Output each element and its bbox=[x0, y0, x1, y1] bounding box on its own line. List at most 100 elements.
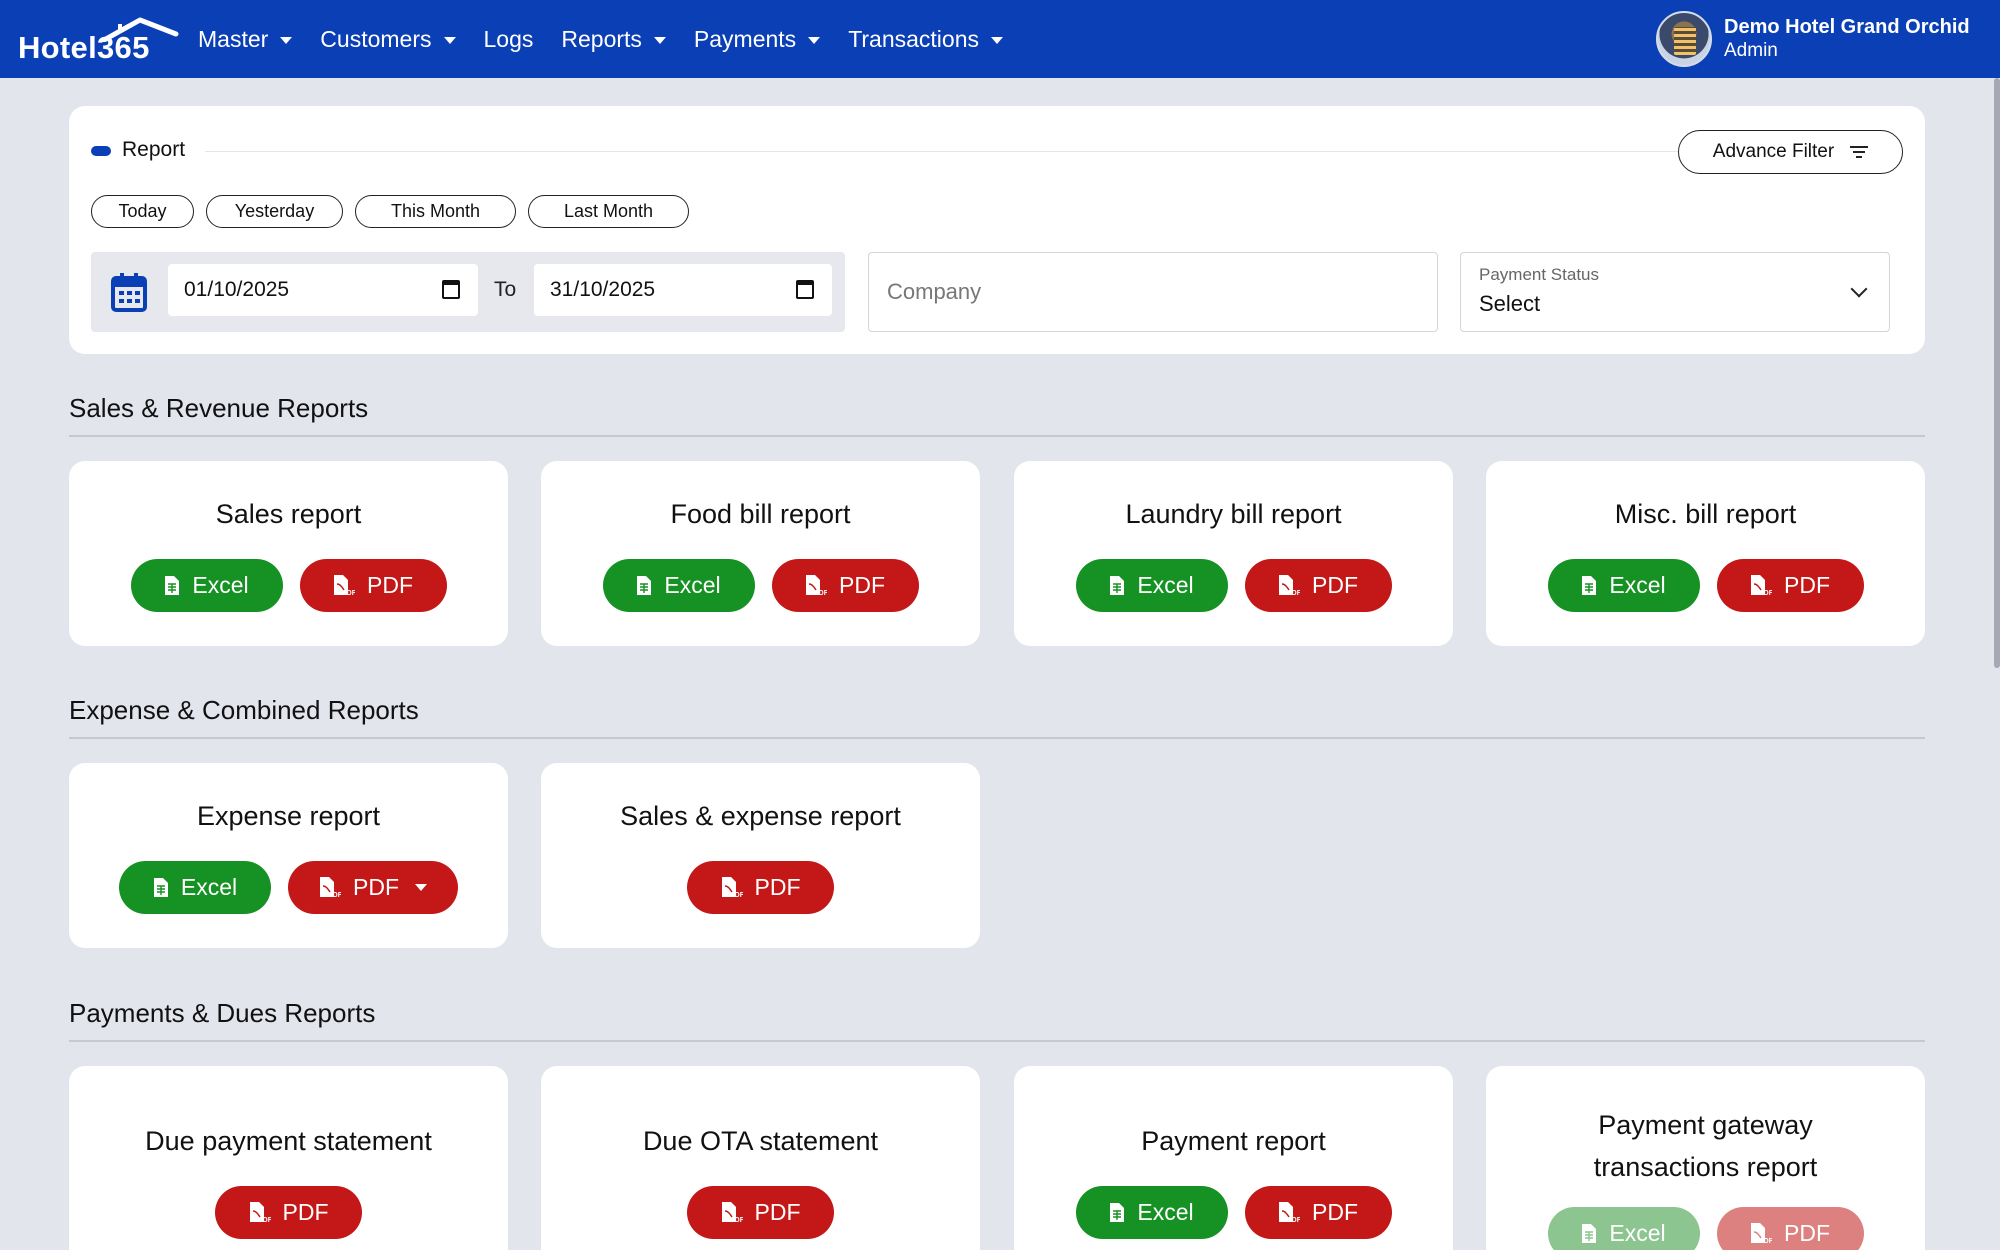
excel-label: Excel bbox=[1137, 572, 1194, 598]
chip-yesterday[interactable]: Yesterday bbox=[206, 195, 343, 228]
excel-label: Excel bbox=[1137, 1199, 1194, 1225]
user-menu[interactable]: Demo Hotel Grand Orchid Admin bbox=[1656, 10, 1970, 68]
quick-range-chips: Today Yesterday This Month Last Month bbox=[91, 195, 701, 228]
report-card-sales-expense: Sales & expense report PDF PDF bbox=[541, 763, 980, 948]
excel-label: Excel bbox=[180, 874, 238, 900]
company-input[interactable]: Company bbox=[868, 252, 1438, 332]
pdf-label: PDF bbox=[1784, 1220, 1830, 1246]
svg-text:PDF: PDF bbox=[1287, 590, 1300, 597]
pdf-label: PDF bbox=[754, 1199, 801, 1225]
pdf-file-icon: PDF bbox=[1279, 1202, 1300, 1224]
excel-file-icon bbox=[1110, 576, 1125, 595]
svg-text:PDF: PDF bbox=[1759, 590, 1772, 597]
excel-download-button[interactable]: Excel bbox=[1075, 1186, 1228, 1239]
excel-download-button[interactable]: Excel bbox=[1547, 559, 1700, 612]
nav-item-reports[interactable]: Reports bbox=[561, 26, 666, 53]
house-roof-icon bbox=[101, 17, 179, 42]
report-filter-card: Report Advance Filter Today Yesterday Th… bbox=[69, 106, 1925, 354]
caret-down-icon bbox=[443, 36, 456, 44]
section-title-expense-combined: Expense & Combined Reports bbox=[69, 695, 419, 725]
nav-item-logs[interactable]: Logs bbox=[484, 26, 534, 53]
chip-last-month[interactable]: Last Month bbox=[528, 195, 689, 228]
report-card-misc-bill: Misc. bill report Excel PDF PDF bbox=[1486, 461, 1925, 646]
pdf-download-button[interactable]: PDF PDF bbox=[1716, 1207, 1864, 1250]
nav-item-transactions[interactable]: Transactions bbox=[848, 26, 1003, 53]
pdf-file-icon: PDF bbox=[1751, 575, 1772, 597]
report-card-laundry-bill: Laundry bill report Excel PDF PDF bbox=[1014, 461, 1453, 646]
pdf-file-icon: PDF bbox=[249, 1202, 271, 1224]
svg-text:PDF: PDF bbox=[730, 1217, 743, 1224]
chip-today[interactable]: Today bbox=[91, 195, 194, 228]
pdf-file-icon: PDF bbox=[721, 877, 743, 899]
excel-download-button[interactable]: Excel bbox=[130, 559, 283, 612]
excel-download-button[interactable]: Excel bbox=[1075, 559, 1228, 612]
card-title: Due payment statement bbox=[145, 1126, 432, 1156]
divider bbox=[205, 151, 1695, 152]
main-menu: Master Customers Logs Reports Payments T… bbox=[198, 0, 1031, 78]
nav-item-customers[interactable]: Customers bbox=[320, 25, 456, 53]
section-marker-icon bbox=[91, 146, 111, 156]
pdf-file-icon: PDF bbox=[1751, 1223, 1772, 1245]
svg-text:PDF: PDF bbox=[328, 892, 341, 899]
pdf-download-button[interactable]: PDF PDF bbox=[1244, 1186, 1392, 1239]
pdf-download-button[interactable]: PDF PDF bbox=[687, 861, 834, 914]
card-title: Misc. bill report bbox=[1614, 499, 1797, 529]
advance-filter-label: Advance Filter bbox=[1712, 141, 1835, 162]
payment-status-value: Select bbox=[1479, 291, 1541, 316]
pdf-download-button[interactable]: PDF PDF bbox=[1716, 559, 1864, 612]
excel-download-button[interactable]: Excel bbox=[602, 559, 755, 612]
pdf-label: PDF bbox=[282, 1199, 329, 1225]
date-picker-icon[interactable] bbox=[442, 280, 460, 299]
from-date-input[interactable]: 01/10/2025 bbox=[168, 264, 478, 316]
svg-text:PDF: PDF bbox=[1759, 1238, 1772, 1245]
pdf-download-button[interactable]: PDF PDF bbox=[1244, 559, 1392, 612]
to-date-value: 31/10/2025 bbox=[550, 278, 656, 301]
nav-item-label: Transactions bbox=[848, 25, 979, 52]
card-title: Sales report bbox=[215, 499, 362, 529]
card-title: Payment report bbox=[1141, 1126, 1326, 1156]
pdf-download-button[interactable]: PDF PDF bbox=[687, 1186, 834, 1239]
advance-filter-button[interactable]: Advance Filter bbox=[1678, 130, 1903, 174]
card-title: Payment gateway transactions report bbox=[1486, 1104, 1925, 1188]
nav-item-payments[interactable]: Payments bbox=[693, 25, 821, 53]
caret-down-icon bbox=[415, 884, 427, 891]
excel-file-icon bbox=[165, 576, 180, 595]
excel-download-button[interactable]: Excel bbox=[1547, 1207, 1700, 1250]
pdf-label: PDF bbox=[1784, 572, 1830, 598]
payment-status-label: Payment Status bbox=[1479, 265, 1600, 284]
pdf-download-button[interactable]: PDF PDF bbox=[215, 1186, 362, 1239]
report-card-expense: Expense report Excel PDF PDF bbox=[69, 763, 508, 948]
pdf-label: PDF bbox=[1312, 572, 1358, 598]
report-card-due-ota: Due OTA statement PDF PDF bbox=[541, 1066, 980, 1250]
pdf-label: PDF bbox=[754, 874, 801, 900]
nav-item-label: Payments bbox=[693, 25, 797, 52]
excel-label: Excel bbox=[664, 572, 721, 598]
date-picker-icon[interactable] bbox=[796, 280, 814, 299]
pdf-download-button[interactable]: PDF PDF bbox=[299, 559, 447, 612]
svg-text:PDF: PDF bbox=[342, 590, 355, 597]
pdf-file-icon: PDF bbox=[1279, 575, 1300, 597]
page-scrollbar[interactable] bbox=[1994, 78, 2000, 668]
excel-label: Excel bbox=[1609, 1220, 1666, 1246]
pdf-download-button[interactable]: PDF PDF bbox=[771, 559, 919, 612]
brand-logo[interactable]: Hotel365 bbox=[18, 14, 179, 65]
payment-status-select[interactable]: Payment Status Select bbox=[1460, 252, 1890, 332]
nav-item-label: Customers bbox=[320, 25, 432, 52]
excel-file-icon bbox=[153, 878, 168, 897]
filter-title: Report bbox=[122, 138, 186, 161]
pdf-dropdown-button[interactable]: PDF PDF bbox=[288, 861, 458, 914]
section-title-sales-revenue: Sales & Revenue Reports bbox=[69, 393, 369, 423]
to-date-input[interactable]: 31/10/2025 bbox=[534, 264, 832, 316]
pdf-file-icon: PDF bbox=[721, 1202, 743, 1224]
excel-label: Excel bbox=[1609, 572, 1666, 598]
filter-lines-icon bbox=[1850, 143, 1869, 161]
nav-item-master[interactable]: Master bbox=[198, 26, 293, 53]
calendar-icon bbox=[111, 273, 147, 312]
caret-down-icon bbox=[280, 36, 293, 44]
chip-this-month[interactable]: This Month bbox=[355, 195, 516, 228]
excel-download-button[interactable]: Excel bbox=[119, 861, 271, 914]
section-divider bbox=[69, 435, 1925, 437]
excel-file-icon bbox=[1582, 1224, 1597, 1243]
pdf-file-icon: PDF bbox=[334, 575, 355, 597]
section-divider bbox=[69, 1040, 1925, 1042]
